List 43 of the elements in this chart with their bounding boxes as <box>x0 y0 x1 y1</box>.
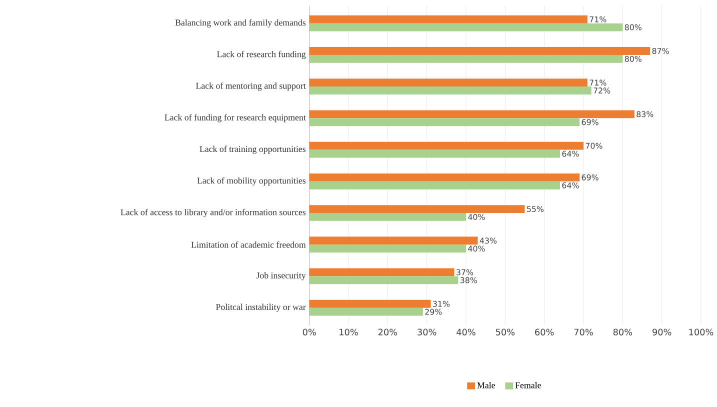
legend-label: Female <box>515 382 541 389</box>
bar <box>309 47 650 56</box>
y-tick-label: Politcal instability or war <box>216 304 306 312</box>
x-tick-label: 0% <box>302 328 316 336</box>
bar <box>309 213 466 222</box>
bar <box>309 110 634 118</box>
bar <box>309 236 478 245</box>
bar <box>309 244 466 253</box>
bar <box>309 142 584 150</box>
bar <box>309 268 454 276</box>
bar <box>309 86 592 95</box>
x-tick-label: 30% <box>418 328 436 336</box>
y-tick-label: Lack of funding for research equipment <box>164 114 306 122</box>
y-tick-label: Lack of mobility opportunities <box>197 178 306 186</box>
x-tick-label: 50% <box>496 328 515 336</box>
x-tick-label: 10% <box>340 328 358 336</box>
x-tick-label: 40% <box>456 328 476 336</box>
bar <box>309 55 623 64</box>
y-tick-label: Limitation of academic freedom <box>191 242 306 248</box>
x-tick-label: 100% <box>689 328 714 336</box>
y-tick-label: Lack of mentoring and support <box>196 82 306 91</box>
y-tick-label: Lack of training opportunities <box>200 146 306 154</box>
y-tick-label: Balancing work and family demands <box>175 19 306 28</box>
bar <box>309 78 588 87</box>
y-tick-label: Lack of access to library and/or information sources <box>120 209 306 218</box>
bar <box>309 150 560 158</box>
bar <box>309 118 580 126</box>
bar <box>309 24 623 32</box>
bar <box>309 308 423 316</box>
y-tick-label: Job insecurity <box>256 272 306 280</box>
bar <box>309 300 431 308</box>
x-tick-label: 80% <box>613 328 632 336</box>
y-tick-label: Lack of research funding <box>217 51 306 60</box>
bar <box>309 182 560 190</box>
bar <box>309 276 458 284</box>
bar <box>309 16 588 24</box>
bar <box>309 205 525 214</box>
x-tick-label: 20% <box>378 328 398 336</box>
bar <box>309 174 580 182</box>
legend-label: Male <box>477 382 495 389</box>
x-tick-label: 70% <box>574 328 593 336</box>
x-tick-label: 60% <box>535 328 554 336</box>
x-tick-label: 90% <box>652 328 672 336</box>
